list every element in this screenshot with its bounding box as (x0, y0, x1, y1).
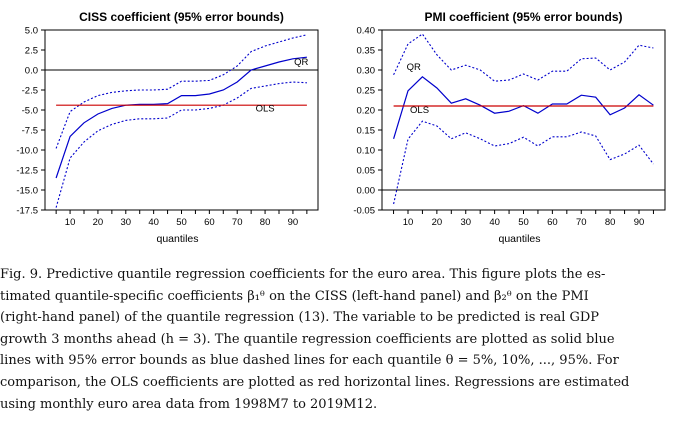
y-tick-label: -15.0 (16, 186, 38, 197)
caption-line: timated quantile-specific coefficients β… (0, 288, 589, 304)
caption-line: (right-hand panel) of the quantile regre… (0, 310, 600, 326)
caption-line: lines with 95% error bounds as blue dash… (0, 353, 619, 369)
ols-annotation: OLS (256, 104, 275, 115)
y-tick-label: -7.5 (22, 126, 38, 137)
y-tick-label: 0.20 (357, 106, 376, 117)
y-tick-label: 2.5 (25, 46, 38, 57)
x-tick-label: 60 (547, 217, 558, 228)
x-tick-label: 60 (204, 217, 215, 228)
chart-title: CISS coefficient (95% error bounds) (79, 10, 284, 24)
upper-bound-line (55, 34, 308, 149)
plot-frame (44, 29, 319, 211)
qr-line (55, 56, 307, 179)
y-tick-label: 0.0 (25, 66, 38, 77)
y-tick-label: 5.0 (25, 26, 38, 37)
y-tick-label: 0.30 (357, 66, 376, 77)
chart-title: PMI coefficient (95% error bounds) (424, 10, 622, 24)
y-tick-label: 0.10 (357, 146, 376, 157)
x-tick-label: 80 (605, 217, 616, 228)
pmi-coefficient-chart: PMI coefficient (95% error bounds) 0.40 0.… (353, 10, 666, 245)
x-tick-label: 10 (65, 217, 76, 228)
y-tick-label: -0.05 (353, 206, 375, 217)
x-tick-label: 70 (576, 217, 587, 228)
ciss-coefficient-chart: CISS coefficient (95% error bounds) 5.0 2.… (16, 10, 319, 245)
x-tick-label: 90 (288, 217, 299, 228)
y-tick-label: 0.25 (357, 86, 376, 97)
y-tick-label: -12.5 (16, 166, 38, 177)
x-tick-label: 80 (260, 217, 271, 228)
x-tick-label: 20 (93, 217, 104, 228)
caption-line: Fig. 9. Predictive quantile regression c… (0, 267, 606, 282)
y-tick-label: 0.15 (357, 126, 376, 137)
caption-line: using monthly euro area data from 1998M7… (0, 396, 378, 412)
x-tick-label: 90 (634, 217, 645, 228)
y-tick-label: -17.5 (16, 206, 38, 217)
upper-bound-line (393, 33, 654, 82)
x-axis-label: quantiles (498, 233, 540, 245)
y-tick-label: 0.05 (357, 166, 376, 177)
qr-annotation: QR (407, 62, 421, 73)
caption-line: growth 3 months ahead (h = 3). The quant… (0, 331, 615, 347)
plot-frame (381, 29, 666, 211)
y-tick-label: 0.40 (357, 26, 376, 37)
figure-caption: Fig. 9. Predictive quantile regression c… (0, 264, 700, 415)
qr-annotation: QR (294, 57, 308, 68)
y-tick-label: -5.0 (22, 106, 38, 117)
ols-annotation: OLS (410, 105, 429, 116)
y-tick-label: -2.5 (22, 86, 38, 97)
y-tick-label: -10.0 (16, 146, 38, 157)
x-tick-label: 50 (176, 217, 187, 228)
y-tick-label: 0.00 (357, 186, 376, 197)
caption-line: comparison, the OLS coefficients are plo… (0, 374, 630, 390)
x-tick-label: 40 (148, 217, 159, 228)
x-tick-label: 40 (489, 217, 500, 228)
y-tick-label: 0.35 (357, 46, 376, 57)
x-tick-label: 70 (232, 217, 243, 228)
x-tick-label: 30 (460, 217, 471, 228)
x-tick-label: 30 (120, 217, 131, 228)
x-axis-label: quantiles (156, 233, 198, 245)
lower-bound-line (55, 81, 307, 208)
lower-bound-line (393, 120, 654, 205)
x-tick-label: 50 (518, 217, 529, 228)
x-tick-label: 20 (432, 217, 443, 228)
qr-line (393, 76, 654, 139)
x-tick-label: 10 (403, 217, 414, 228)
